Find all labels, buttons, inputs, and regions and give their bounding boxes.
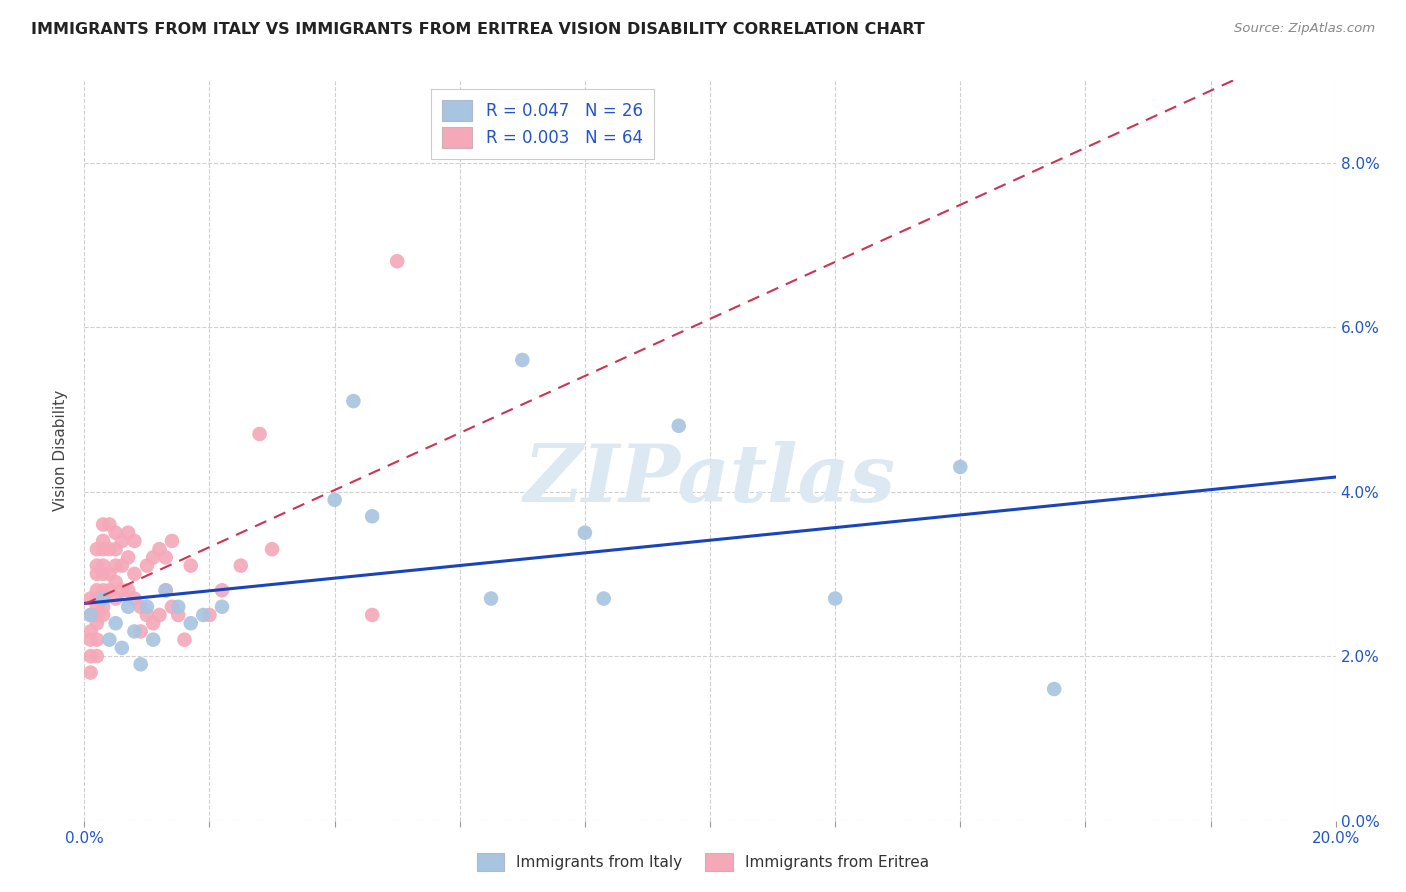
Point — [86, 591, 108, 606]
Point — [79, 607, 101, 622]
Point — [91, 542, 114, 557]
Point — [98, 583, 121, 598]
Point — [574, 525, 596, 540]
Point — [91, 599, 114, 614]
Point — [79, 624, 101, 639]
Point — [592, 591, 614, 606]
Point — [342, 394, 364, 409]
Point — [512, 353, 534, 368]
Point — [111, 583, 134, 598]
Point — [91, 607, 114, 622]
Point — [361, 509, 384, 524]
Point — [262, 542, 284, 557]
Point — [86, 649, 108, 664]
Point — [124, 624, 146, 639]
Point — [117, 599, 139, 614]
Point — [124, 533, 146, 548]
Point — [111, 640, 134, 655]
Point — [98, 542, 121, 557]
Point — [104, 542, 127, 557]
Point — [86, 616, 108, 631]
Point — [155, 550, 177, 565]
Point — [117, 583, 139, 598]
Point — [98, 566, 121, 581]
Point — [824, 591, 846, 606]
Text: ZIPatlas: ZIPatlas — [524, 442, 896, 519]
Point — [249, 427, 271, 442]
Legend: Immigrants from Italy, Immigrants from Eritrea: Immigrants from Italy, Immigrants from E… — [471, 847, 935, 877]
Point — [173, 632, 195, 647]
Legend: R = 0.047   N = 26, R = 0.003   N = 64: R = 0.047 N = 26, R = 0.003 N = 64 — [430, 88, 654, 160]
Point — [148, 542, 170, 557]
Point — [91, 583, 114, 598]
Point — [323, 492, 346, 507]
Point — [167, 599, 190, 614]
Point — [124, 566, 146, 581]
Point — [104, 591, 127, 606]
Point — [79, 632, 101, 647]
Point — [160, 599, 183, 614]
Point — [180, 558, 202, 573]
Point — [79, 591, 101, 606]
Point — [479, 591, 502, 606]
Point — [98, 517, 121, 532]
Point — [79, 665, 101, 680]
Point — [111, 533, 134, 548]
Point — [104, 525, 127, 540]
Point — [86, 583, 108, 598]
Y-axis label: Vision Disability: Vision Disability — [53, 390, 69, 511]
Point — [91, 591, 114, 606]
Point — [155, 583, 177, 598]
Point — [155, 583, 177, 598]
Point — [198, 607, 221, 622]
Point — [86, 566, 108, 581]
Point — [117, 525, 139, 540]
Point — [129, 624, 152, 639]
Point — [91, 533, 114, 548]
Point — [79, 649, 101, 664]
Point — [86, 599, 108, 614]
Point — [229, 558, 252, 573]
Point — [136, 599, 159, 614]
Point — [86, 607, 108, 622]
Point — [211, 599, 233, 614]
Point — [91, 566, 114, 581]
Point — [104, 616, 127, 631]
Point — [211, 583, 233, 598]
Point — [86, 558, 108, 573]
Text: IMMIGRANTS FROM ITALY VS IMMIGRANTS FROM ERITREA VISION DISABILITY CORRELATION C: IMMIGRANTS FROM ITALY VS IMMIGRANTS FROM… — [31, 22, 925, 37]
Point — [361, 607, 384, 622]
Point — [86, 542, 108, 557]
Point — [148, 607, 170, 622]
Point — [142, 632, 165, 647]
Point — [91, 558, 114, 573]
Point — [136, 607, 159, 622]
Point — [124, 591, 146, 606]
Point — [668, 418, 690, 433]
Point — [1043, 681, 1066, 696]
Point — [142, 616, 165, 631]
Point — [104, 575, 127, 590]
Point — [160, 533, 183, 548]
Point — [98, 632, 121, 647]
Point — [79, 607, 101, 622]
Point — [111, 558, 134, 573]
Point — [86, 632, 108, 647]
Point — [180, 616, 202, 631]
Text: Source: ZipAtlas.com: Source: ZipAtlas.com — [1234, 22, 1375, 36]
Point — [385, 254, 409, 268]
Point — [142, 550, 165, 565]
Point — [104, 558, 127, 573]
Point — [949, 459, 972, 474]
Point — [91, 517, 114, 532]
Point — [129, 657, 152, 672]
Point — [193, 607, 215, 622]
Point — [136, 558, 159, 573]
Point — [167, 607, 190, 622]
Point — [129, 599, 152, 614]
Point — [117, 550, 139, 565]
